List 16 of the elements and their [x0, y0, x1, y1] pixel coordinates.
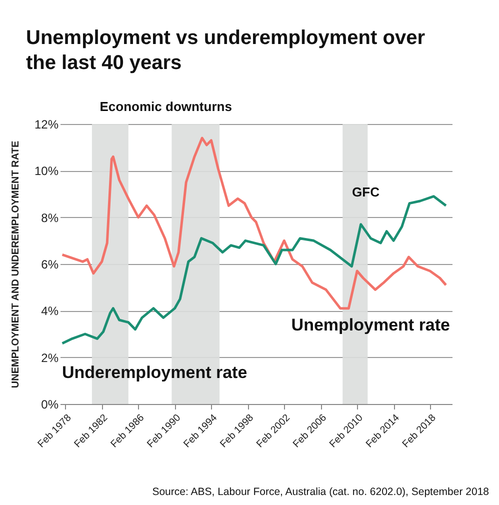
- series-label: Unemployment rate: [291, 316, 450, 335]
- line-series: [61, 195, 448, 345]
- source-note: Source: ABS, Labour Force, Australia (cat. no. 6202.0), September 2018: [152, 486, 489, 498]
- y-tick-label: 2%: [41, 350, 59, 365]
- annotation: GFC: [352, 184, 380, 200]
- line-series: [61, 136, 448, 310]
- y-tick-label: 8%: [41, 210, 59, 225]
- y-tick-label: 10%: [34, 164, 59, 178]
- y-tick-label: 0%: [41, 398, 59, 412]
- series-label: Underemployment rate: [62, 363, 248, 382]
- y-axis-title: UNEMPLOYMENT AND UNDEREMPLOYMENT RATE: [10, 140, 22, 388]
- chart-title: Unemployment vs underemployment over the last 40 years: [26, 26, 426, 76]
- y-tick-label: 6%: [41, 258, 59, 272]
- y-tick-label: 12%: [34, 118, 59, 132]
- text: Economic downturns: [100, 99, 232, 114]
- y-tick-label: 4%: [41, 304, 59, 318]
